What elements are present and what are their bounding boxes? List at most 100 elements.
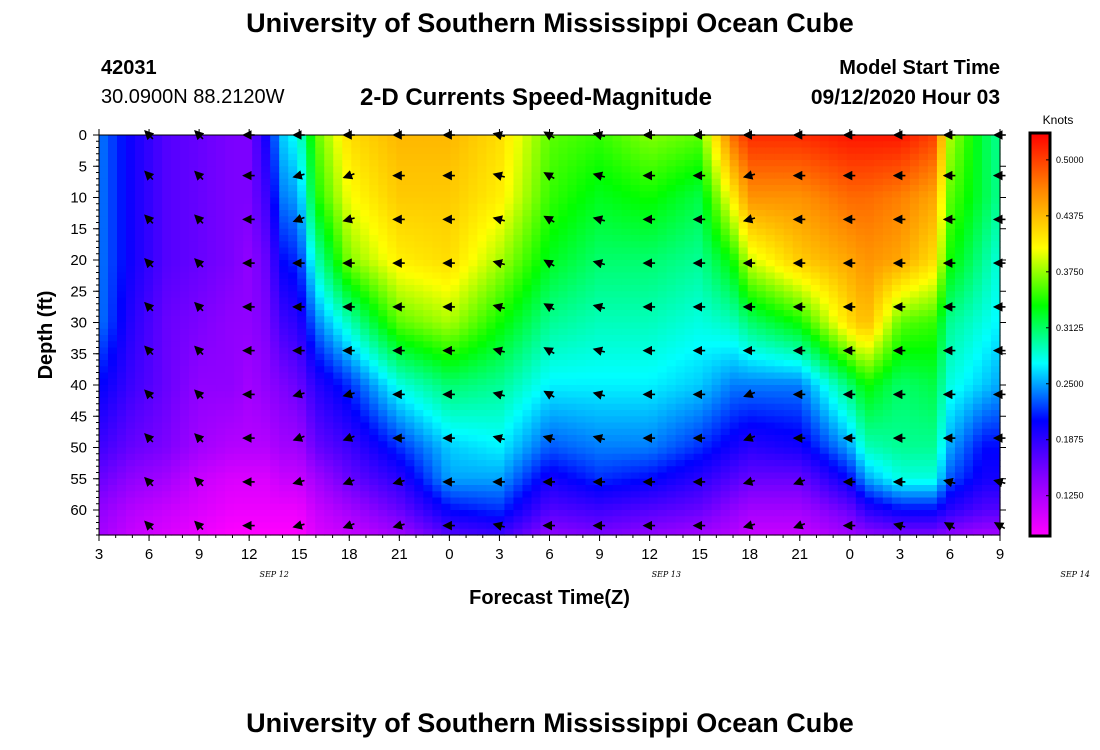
heatmap-cell (441, 372, 451, 380)
heatmap-cell (477, 522, 488, 530)
heatmap-cell (306, 416, 316, 424)
heatmap-cell (504, 497, 515, 505)
heatmap-cell (342, 428, 352, 436)
heatmap-cell (603, 235, 614, 242)
heatmap-cell (99, 491, 109, 499)
heatmap-cell (279, 247, 289, 255)
heatmap-cell (225, 397, 235, 405)
heatmap-cell (261, 366, 271, 374)
heatmap-cell (594, 485, 605, 492)
heatmap-cell (630, 172, 641, 180)
heatmap-cell (279, 347, 289, 355)
heatmap-cell (180, 191, 190, 199)
heatmap-cell (792, 241, 803, 249)
heatmap-cell (315, 366, 325, 374)
heatmap-cell (306, 347, 316, 355)
heatmap-cell (549, 385, 560, 392)
heatmap-cell (126, 435, 136, 442)
heatmap-cell (189, 460, 199, 467)
heatmap-cell (423, 235, 433, 242)
heatmap-cell (630, 291, 641, 299)
heatmap-cell (495, 247, 506, 255)
heatmap-cell (567, 141, 578, 149)
heatmap-cell (783, 141, 794, 149)
heatmap-cell (576, 147, 587, 155)
heatmap-cell (117, 303, 127, 311)
heatmap-cell (567, 378, 578, 386)
heatmap-cell (774, 441, 785, 449)
heatmap-cell (333, 347, 343, 355)
heatmap-cell (441, 353, 451, 361)
heatmap-cell (630, 466, 641, 474)
heatmap-cell (378, 135, 388, 142)
heatmap-cell (693, 153, 704, 161)
heatmap-cell (468, 416, 479, 424)
heatmap-cell (162, 178, 172, 186)
heatmap-cell (279, 385, 289, 392)
heatmap-cell (387, 485, 397, 492)
heatmap-cell (315, 172, 325, 180)
heatmap-cell (792, 485, 803, 492)
heatmap-cell (324, 260, 334, 267)
heatmap-cell (567, 266, 578, 274)
heatmap-cell (189, 441, 199, 449)
heatmap-cell (567, 316, 578, 324)
heatmap-cell (558, 522, 569, 530)
heatmap-cell (360, 403, 370, 411)
heatmap-cell (756, 522, 767, 530)
heatmap-cell (549, 303, 560, 311)
heatmap-cell (180, 153, 190, 161)
heatmap-cell (306, 272, 316, 280)
heatmap-cell (405, 472, 415, 480)
heatmap-cell (693, 241, 704, 249)
heatmap-cell (756, 272, 767, 280)
heatmap-cell (756, 516, 767, 524)
heatmap-cell (117, 503, 127, 511)
heatmap-cell (504, 166, 515, 174)
heatmap-cell (495, 353, 506, 361)
heatmap-cell (378, 353, 388, 361)
heatmap-cell (135, 310, 145, 317)
heatmap-cell (432, 216, 442, 224)
heatmap-cell (585, 378, 596, 386)
heatmap-cell (279, 485, 289, 492)
heatmap-cell (126, 503, 136, 511)
heatmap-cell (108, 478, 118, 486)
heatmap-cell (486, 391, 497, 399)
heatmap-cell (792, 372, 803, 380)
heatmap-cell (495, 322, 506, 330)
heatmap-cell (297, 266, 307, 274)
heatmap-cell (513, 503, 524, 511)
heatmap-cell (630, 135, 641, 142)
heatmap-cell (792, 472, 803, 480)
heatmap-cell (162, 397, 172, 405)
heatmap-cell (297, 222, 307, 230)
heatmap-cell (783, 385, 794, 392)
heatmap-cell (675, 285, 686, 292)
heatmap-cell (315, 478, 325, 486)
heatmap-cell (288, 191, 298, 199)
heatmap-cell (117, 372, 127, 380)
heatmap-cell (729, 422, 740, 430)
heatmap-cell (234, 391, 244, 399)
heatmap-cell (225, 497, 235, 505)
heatmap-cell (387, 147, 397, 155)
heatmap-cell (477, 322, 488, 330)
heatmap-cell (315, 372, 325, 380)
heatmap-cell (108, 285, 118, 292)
heatmap-cell (261, 272, 271, 280)
heatmap-cell (144, 397, 154, 405)
heatmap-cell (135, 460, 145, 467)
heatmap-cell (270, 435, 280, 442)
heatmap-cell (657, 416, 668, 424)
heatmap-cell (729, 397, 740, 405)
heatmap-cell (675, 266, 686, 274)
heatmap-cell (711, 466, 722, 474)
heatmap-cell (342, 297, 352, 305)
heatmap-cell (477, 291, 488, 299)
heatmap-cell (369, 422, 379, 430)
heatmap-cell (279, 135, 289, 142)
heatmap-cell (180, 235, 190, 242)
heatmap-cell (540, 247, 551, 255)
heatmap-cell (99, 178, 109, 186)
